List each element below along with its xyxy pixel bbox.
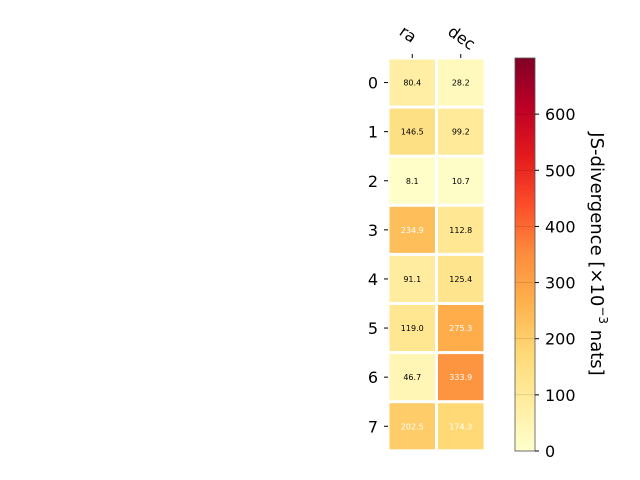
colorbar-tick-label: 100 xyxy=(545,386,576,405)
heatmap-cells: 80.4 28.2 146.5 99.2 8.1 10.7 234.9 112.8 91.1 12… xyxy=(389,59,484,450)
row-tick-labels: 0 1 2 3 4 5 6 7 xyxy=(368,74,388,436)
heatmap-cell xyxy=(438,108,484,155)
heatmap-cell xyxy=(389,206,435,253)
row-tick-label: 3 xyxy=(368,221,378,240)
row-tick-label: 0 xyxy=(368,74,378,93)
cell-value-label: 119.0 xyxy=(401,324,424,333)
column-tick-labels: ra dec xyxy=(396,22,479,58)
heatmap-cell xyxy=(438,59,484,106)
heatmap-cell xyxy=(438,354,484,401)
cell-value-label: 80.4 xyxy=(403,79,421,88)
cell-value-label: 275.3 xyxy=(449,324,472,333)
cell-value-label: 202.5 xyxy=(401,422,424,431)
heatmap-cell xyxy=(389,157,435,204)
heatmap-cell xyxy=(389,108,435,155)
colorbar-gradient xyxy=(514,57,536,452)
heatmap-cell xyxy=(389,255,435,302)
colorbar-tick-label: 400 xyxy=(545,217,576,236)
colorbar-tick-label: 200 xyxy=(545,330,576,349)
cell-value-label: 91.1 xyxy=(403,275,421,284)
row-tick-label: 2 xyxy=(368,172,378,191)
cell-value-label: 125.4 xyxy=(449,275,472,284)
colorbar-tick-label: 300 xyxy=(545,274,576,293)
row-tick-label: 4 xyxy=(368,270,378,289)
column-tick-label: ra xyxy=(396,22,420,47)
column-tick-label: dec xyxy=(444,22,478,54)
cell-value-label: 10.7 xyxy=(452,177,470,186)
cell-value-label: 28.2 xyxy=(452,79,470,88)
cell-value-label: 99.2 xyxy=(452,128,470,137)
colorbar-label: JS-divergence [×10−3 nats] xyxy=(586,131,610,375)
heatmap-cell xyxy=(438,206,484,253)
colorbar-tick-label: 600 xyxy=(545,105,576,124)
cell-value-label: 112.8 xyxy=(449,226,472,235)
heatmap-cell xyxy=(389,59,435,106)
heatmap-cell xyxy=(438,157,484,204)
cell-value-label: 46.7 xyxy=(403,373,421,382)
cell-value-label: 8.1 xyxy=(406,177,419,186)
colorbar-tick-label: 500 xyxy=(545,161,576,180)
heatmap-cell xyxy=(389,305,435,352)
row-tick-label: 1 xyxy=(368,123,378,142)
cell-value-label: 174.3 xyxy=(449,422,472,431)
heatmap-cell xyxy=(438,403,484,450)
heatmap-cell xyxy=(438,305,484,352)
row-tick-label: 6 xyxy=(368,368,378,387)
cell-value-label: 234.9 xyxy=(401,226,424,235)
heatmap-cell xyxy=(438,255,484,302)
heatmap-cell xyxy=(389,403,435,450)
colorbar-ticks: 0 100 200 300 400 500 600 xyxy=(515,105,576,461)
row-tick-label: 7 xyxy=(368,417,378,436)
heatmap-cell xyxy=(389,354,435,401)
colorbar: 0 100 200 300 400 500 600 JS-divergence [×10−3… xyxy=(514,57,610,461)
colorbar-tick-label: 0 xyxy=(545,442,555,461)
cell-value-label: 146.5 xyxy=(401,128,424,137)
row-tick-label: 5 xyxy=(368,319,378,338)
cell-value-label: 333.9 xyxy=(449,373,472,382)
